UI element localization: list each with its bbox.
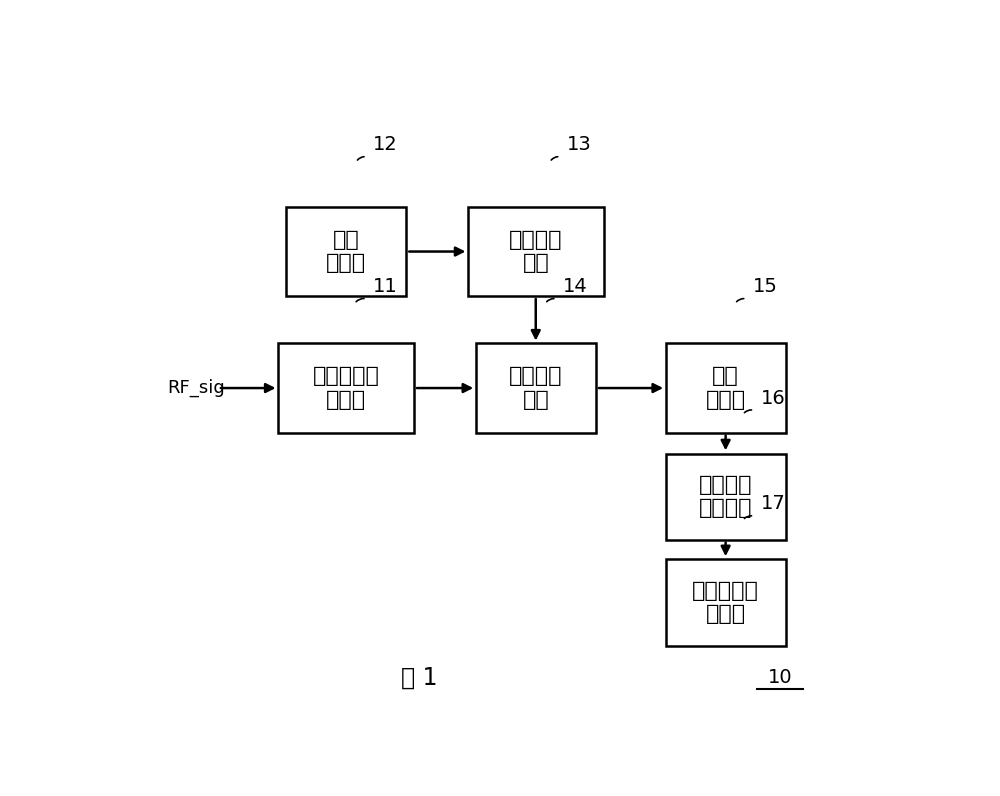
Text: 数字控制
单元: 数字控制 单元	[509, 230, 562, 273]
Text: RF_sig: RF_sig	[168, 379, 225, 397]
Text: 10: 10	[768, 669, 792, 687]
Bar	[468, 207, 604, 296]
Text: 中频
放大器: 中频 放大器	[706, 366, 746, 410]
Text: 模拟／数字
转换器: 模拟／数字 转换器	[692, 581, 759, 624]
Text: 本地
振荡器: 本地 振荡器	[326, 230, 366, 273]
Bar	[278, 344, 414, 433]
Text: 16: 16	[761, 388, 785, 408]
Text: 电容交换
网络: 电容交换 网络	[509, 366, 562, 410]
Text: 17: 17	[761, 494, 785, 513]
Text: 13: 13	[567, 135, 592, 154]
Bar	[286, 207, 406, 296]
Bar	[476, 344, 596, 433]
Text: 模拟信号
处理单元: 模拟信号 处理单元	[699, 475, 752, 518]
Bar	[666, 454, 786, 540]
Text: 15: 15	[753, 277, 778, 296]
Text: 12: 12	[373, 135, 398, 154]
Text: 14: 14	[563, 277, 588, 296]
Bar	[666, 560, 786, 646]
Text: 图 1: 图 1	[401, 665, 438, 690]
Text: 11: 11	[373, 277, 398, 296]
Bar	[666, 344, 786, 433]
Text: 低噪声转导
放大器: 低噪声转导 放大器	[312, 366, 379, 410]
